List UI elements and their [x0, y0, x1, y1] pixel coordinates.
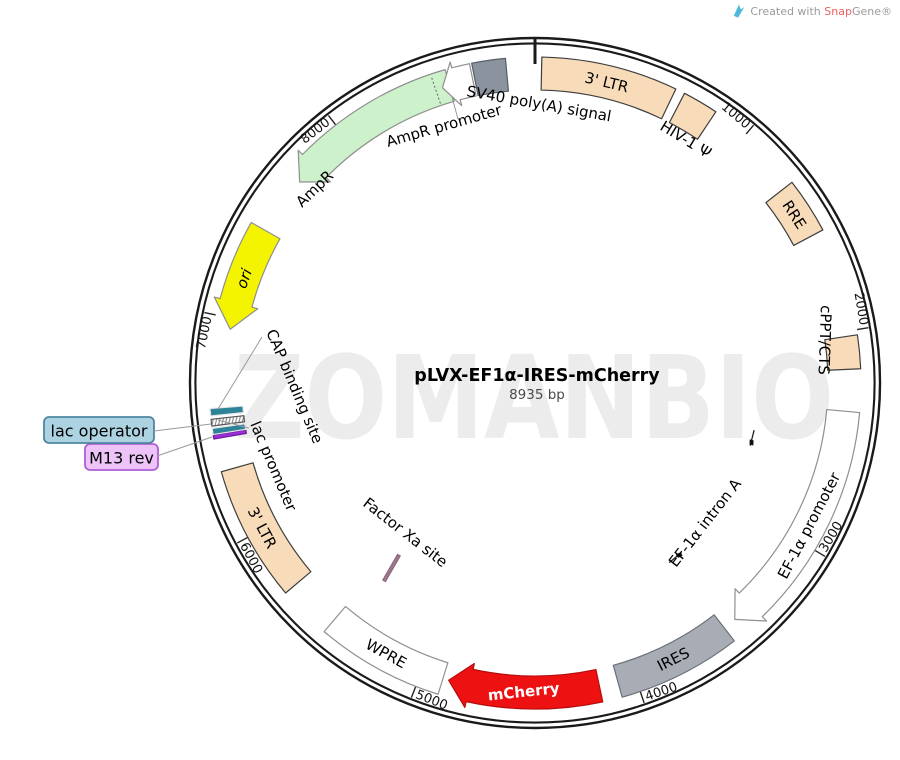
ori-arrow[interactable]: [213, 221, 281, 330]
map-title: pLVX-EF1α-IRES-mCherry: [414, 366, 660, 386]
feature-rre[interactable]: RRE: [765, 181, 824, 247]
lac-promoter-arc[interactable]: [210, 415, 246, 427]
3-ltr-top-arc[interactable]: [540, 56, 677, 120]
ampr-promoter-leader-line: [451, 96, 459, 120]
label-ef1a-intron-a: EF-1α intron A: [665, 475, 745, 571]
credit-line: Created with SnapGene®: [732, 3, 892, 20]
ampr-promoter-arrow[interactable]: [441, 61, 477, 107]
credit-brand-snap: Snap: [824, 5, 852, 18]
lac-operator-leader-line: [153, 423, 212, 432]
tick-label-2000: 2000: [851, 291, 871, 326]
wpre-arc[interactable]: [323, 605, 449, 695]
ef1a-intron-a-marker-flag: [749, 439, 754, 446]
factor-xa-marker: [382, 553, 401, 583]
ef1a-promoter-arrow[interactable]: [734, 408, 861, 622]
label-m13-rev: M13 rev: [89, 449, 154, 468]
tick-mark-6000: [236, 536, 248, 544]
3-ltr-left-arc[interactable]: [220, 462, 312, 594]
cppt-cts-arc[interactable]: [824, 334, 862, 371]
feature-ori[interactable]: ori: [213, 221, 281, 330]
rre-arc[interactable]: [765, 181, 824, 247]
feature-m13-rev[interactable]: M13 rev: [84, 429, 247, 471]
feature-ires[interactable]: IRES: [612, 614, 735, 698]
feature-cppt-cts[interactable]: cPPT/CTS: [815, 305, 862, 375]
hiv1-psi-arc[interactable]: [668, 92, 717, 140]
ampr-boundary-dotted-line: [430, 75, 441, 104]
tick-mark-5000: [410, 686, 417, 698]
tick-mark-7000: [204, 311, 216, 316]
watermark: ZOMANBIO: [234, 332, 834, 466]
tick-7000: 7000: [194, 311, 216, 351]
m13-rev-callout-box[interactable]: [84, 443, 159, 471]
tick-mark-3000: [814, 549, 826, 558]
feature-lac-operator[interactable]: lac operator: [43, 416, 247, 444]
tick-label-7000: 7000: [194, 315, 216, 350]
feature-3-ltr-left[interactable]: 3' LTR: [220, 462, 312, 594]
label-ori: ori: [232, 266, 256, 291]
sv40-polya-arc[interactable]: [471, 57, 510, 97]
label-lac-operator: lac operator: [51, 422, 148, 441]
feature-ampr[interactable]: AmpR: [292, 69, 455, 211]
snapgene-logo-icon: [734, 4, 745, 18]
credit-text: Created with SnapGene®: [750, 5, 892, 18]
mcherry-arrow[interactable]: [448, 662, 604, 710]
ires-arc[interactable]: [612, 614, 735, 698]
feature-factor-xa[interactable]: Factor Xa site: [360, 494, 451, 583]
map-subtitle: 8935 bp: [509, 387, 565, 403]
cap-binding-site-leader-line: [217, 336, 263, 410]
tick-1000: 1000: [718, 99, 755, 135]
feature-3-ltr-top[interactable]: 3' LTR: [540, 56, 677, 120]
lac-operator-arc[interactable]: [211, 423, 247, 436]
label-cppt-cts: cPPT/CTS: [815, 305, 835, 375]
tick-mark-8000: [327, 115, 337, 125]
ampr-arrow[interactable]: [297, 69, 455, 183]
tick-mark-1000: [745, 124, 755, 135]
label-factor-xa: Factor Xa site: [360, 494, 451, 571]
ef1a-intron-a-marker-flag: [675, 552, 683, 558]
tick-mark-2000: [856, 327, 869, 331]
lac-operator-callout-box[interactable]: [43, 416, 155, 444]
tick-mark-4000: [639, 691, 645, 704]
m13-rev-leader-line: [156, 436, 213, 457]
feature-wpre[interactable]: WPRE: [323, 605, 449, 695]
tick-label-1000: 1000: [718, 99, 753, 132]
credit-brand-gene: Gene®: [851, 5, 892, 18]
lac-promoter-leader-line: [217, 419, 250, 429]
tick-2000: 2000: [851, 291, 871, 331]
feature-mcherry[interactable]: mCherry: [448, 662, 604, 710]
